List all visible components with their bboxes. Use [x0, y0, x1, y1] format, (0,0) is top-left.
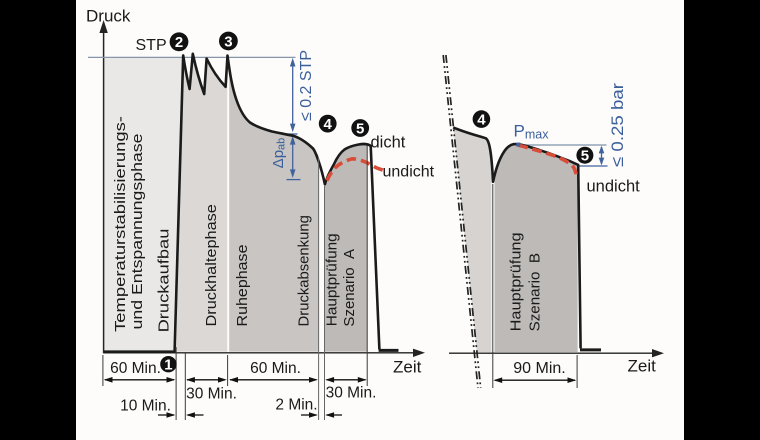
svg-text:4: 4 — [477, 112, 486, 129]
svg-text:2: 2 — [175, 34, 183, 51]
svg-text:30 Min.: 30 Min. — [186, 386, 237, 403]
svg-text:Szenario A: Szenario A — [341, 249, 358, 327]
svg-text:Ruhephase: Ruhephase — [234, 245, 250, 327]
svg-text:3: 3 — [224, 33, 232, 50]
svg-text:Zeit: Zeit — [628, 357, 657, 376]
svg-text:≤ 0.2 STP: ≤ 0.2 STP — [298, 50, 315, 121]
svg-text:30 Min.: 30 Min. — [326, 385, 377, 402]
svg-text:Druck: Druck — [86, 7, 131, 26]
svg-text:90 Min.: 90 Min. — [513, 360, 565, 377]
svg-text:Temperaturstabilisierungs-: Temperaturstabilisierungs- — [112, 116, 129, 332]
svg-text:Zeit: Zeit — [393, 358, 422, 377]
svg-text:4: 4 — [324, 116, 333, 133]
svg-text:Druckabsenkung: Druckabsenkung — [295, 215, 312, 326]
svg-text:Druckaufbau: Druckaufbau — [155, 229, 172, 333]
svg-text:Hauptprüfung: Hauptprüfung — [508, 232, 524, 331]
svg-text:10 Min.: 10 Min. — [120, 398, 171, 415]
svg-text:2 Min.: 2 Min. — [275, 397, 317, 414]
svg-text:60 Min.: 60 Min. — [250, 360, 301, 377]
svg-text:undicht: undicht — [383, 164, 435, 181]
svg-text:60 Min.: 60 Min. — [110, 360, 161, 377]
svg-text:Szenario B: Szenario B — [527, 253, 544, 331]
svg-text:STP: STP — [136, 37, 167, 54]
svg-text:dicht: dicht — [371, 134, 406, 152]
svg-text:5: 5 — [356, 120, 364, 137]
svg-text:5: 5 — [581, 148, 589, 165]
svg-text:und Entspannungsphase: und Entspannungsphase — [129, 134, 145, 330]
svg-text:Druckhaltephase: Druckhaltephase — [204, 204, 220, 327]
svg-text:undicht: undicht — [587, 178, 641, 196]
svg-text:≤ 0.25 bar: ≤ 0.25 bar — [608, 83, 627, 167]
svg-text:1: 1 — [164, 357, 172, 374]
svg-text:Hauptprüfung: Hauptprüfung — [324, 233, 341, 326]
